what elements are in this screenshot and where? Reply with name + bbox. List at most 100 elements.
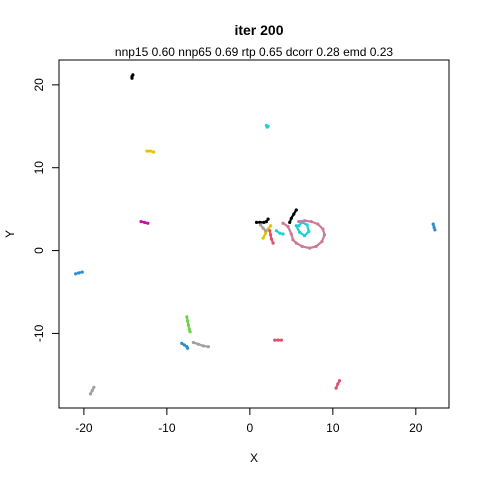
data-point (314, 244, 318, 248)
data-series (74, 270, 84, 276)
data-point (273, 338, 277, 342)
data-point (294, 208, 298, 212)
data-point (131, 73, 135, 77)
data-point (431, 222, 435, 226)
data-series (264, 123, 270, 129)
data-point (264, 220, 268, 224)
y-tick-label: 20 (32, 78, 46, 92)
data-point (268, 229, 272, 233)
data-point (146, 221, 150, 225)
data-point (187, 327, 191, 331)
data-point (74, 272, 78, 276)
x-tick-label: 20 (409, 421, 423, 435)
data-point (261, 226, 265, 230)
data-point (297, 220, 301, 224)
data-point (186, 319, 190, 323)
data-point (279, 338, 283, 342)
data-point (206, 345, 210, 349)
series-trace (192, 341, 210, 348)
data-point (274, 229, 278, 233)
data-point (321, 227, 325, 231)
data-point (77, 271, 81, 275)
data-point (142, 220, 147, 224)
data-point (266, 217, 270, 221)
data-series (268, 229, 275, 245)
x-tick-label: 0 (247, 421, 254, 435)
data-point (271, 241, 275, 245)
data-series (288, 208, 298, 224)
y-tick-label: 0 (32, 247, 46, 254)
data-point (294, 224, 298, 228)
data-point (334, 386, 338, 390)
data-point (322, 233, 327, 237)
data-point (264, 229, 268, 233)
data-point (201, 344, 205, 348)
data-series (281, 219, 327, 250)
data-point (303, 219, 307, 223)
data-point (152, 150, 156, 154)
data-point (432, 225, 436, 229)
data-point (180, 341, 184, 345)
x-tick-label: 10 (326, 421, 340, 435)
data-point (261, 236, 265, 240)
data-point (269, 237, 273, 241)
data-point (262, 220, 266, 224)
data-point (88, 392, 93, 396)
data-point (185, 315, 189, 319)
data-series (294, 220, 311, 238)
data-point (300, 244, 304, 248)
data-point (90, 389, 94, 393)
data-point (139, 220, 143, 224)
data-point (188, 330, 192, 334)
data-point (316, 222, 320, 226)
data-point (276, 338, 280, 342)
chart-subtitle: nnp15 0.60 nnp65 0.69 rtp 0.65 dcorr 0.2… (115, 45, 394, 59)
data-point (254, 220, 259, 224)
data-point (303, 234, 307, 238)
x-tick-label: -20 (75, 421, 93, 435)
x-tick-label: -10 (158, 421, 176, 435)
data-point (320, 239, 324, 244)
data-series (334, 379, 342, 390)
data-series (88, 385, 96, 396)
data-point (269, 224, 273, 228)
data-point (309, 220, 313, 224)
data-point (148, 149, 152, 153)
chart-title: iter 200 (234, 22, 283, 38)
data-point (307, 229, 311, 234)
x-axis-label: X (250, 451, 258, 465)
data-point (292, 212, 296, 216)
data-point (92, 385, 96, 389)
data-point (289, 216, 293, 220)
data-point (186, 323, 190, 327)
data-point (145, 149, 149, 153)
data-point (305, 223, 309, 227)
y-axis: 20 10 0 -10 (32, 78, 60, 342)
data-point (288, 220, 292, 224)
data-point (291, 238, 295, 242)
data-point (433, 228, 437, 232)
series-trace (288, 208, 298, 224)
x-axis: -20 -10 0 10 20 (75, 407, 423, 435)
data-series (130, 73, 135, 80)
data-point (278, 231, 282, 235)
data-point (191, 340, 195, 345)
y-axis-label: Y (3, 230, 17, 238)
data-point (266, 124, 270, 128)
data-point (297, 224, 301, 228)
series-trace (268, 229, 275, 245)
data-point (186, 346, 190, 350)
data-point (264, 231, 268, 235)
data-series (259, 223, 268, 233)
data-series (431, 222, 437, 232)
data-point (308, 246, 312, 250)
data-series (273, 338, 283, 342)
data-point (337, 379, 342, 383)
data-point (281, 232, 285, 236)
data-series (180, 341, 190, 350)
data-point (289, 232, 293, 236)
data-point (182, 343, 186, 347)
data-series (274, 229, 285, 236)
